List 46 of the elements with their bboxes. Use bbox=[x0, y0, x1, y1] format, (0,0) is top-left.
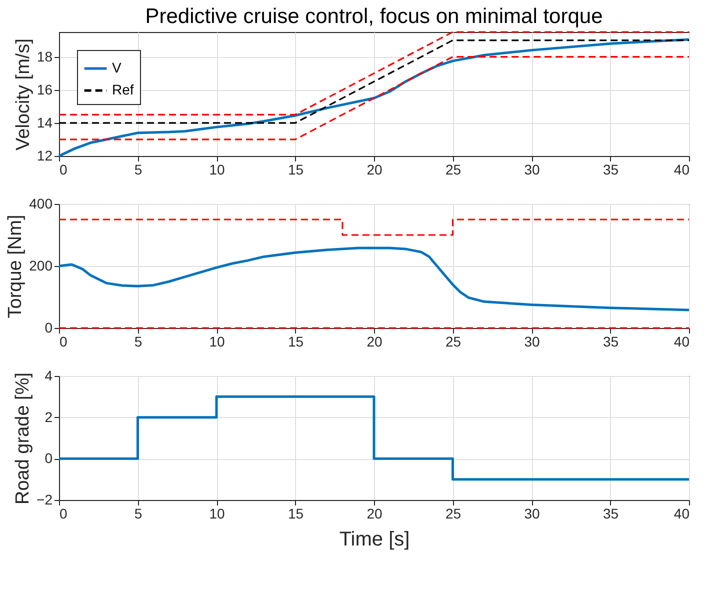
x-axis-title: Time [s] bbox=[339, 528, 410, 550]
x-tick-label: 35 bbox=[602, 334, 619, 350]
x-tick-label: 5 bbox=[134, 334, 142, 350]
x-tick-label: 0 bbox=[60, 506, 68, 522]
x-tick-label: 5 bbox=[134, 162, 142, 178]
y-tick-label: 2 bbox=[44, 408, 53, 425]
x-tick-label: 10 bbox=[209, 334, 225, 350]
x-tick-label: 40 bbox=[674, 162, 690, 178]
x-tick-label: 5 bbox=[134, 506, 142, 522]
y-tick-label: 200 bbox=[29, 258, 53, 274]
x-tick-label: 15 bbox=[288, 506, 304, 522]
x-tick-label: 25 bbox=[445, 334, 462, 350]
x-tick-label: 20 bbox=[366, 162, 382, 178]
y-tick-label: 4 bbox=[44, 368, 53, 384]
y-tick-label: −2 bbox=[36, 492, 53, 508]
y-tick-label: 18 bbox=[36, 48, 53, 64]
legend-label: V bbox=[112, 60, 122, 76]
x-tick-label: 10 bbox=[209, 162, 225, 178]
legend-label: Ref bbox=[112, 82, 134, 98]
y-tick-label: 0 bbox=[44, 450, 53, 466]
x-tick-label: 0 bbox=[60, 334, 68, 350]
y-tick-label: 0 bbox=[44, 320, 53, 336]
x-tick-label: 20 bbox=[366, 334, 382, 350]
x-tick-label: 35 bbox=[602, 506, 619, 522]
line-series bbox=[58, 246, 690, 312]
x-tick-label: 25 bbox=[445, 506, 462, 522]
chart-title: Predictive cruise control, focus on minimal torque bbox=[145, 5, 603, 28]
x-tick-label: 15 bbox=[288, 334, 304, 350]
x-tick-label: 15 bbox=[288, 162, 304, 178]
x-tick-label: 25 bbox=[445, 162, 462, 178]
y-axis-title: Velocity [m/s] bbox=[12, 38, 34, 150]
y-axis-title: Road grade [%] bbox=[12, 372, 34, 505]
x-tick-label: 20 bbox=[366, 506, 382, 522]
y-tick-label: 16 bbox=[36, 81, 53, 98]
x-tick-label: 10 bbox=[209, 506, 225, 522]
y-tick-label: 400 bbox=[29, 196, 53, 212]
x-tick-label: 40 bbox=[674, 334, 690, 350]
x-tick-label: 30 bbox=[524, 162, 540, 178]
y-tick-label: 12 bbox=[36, 148, 53, 164]
x-tick-label: 30 bbox=[524, 506, 540, 522]
x-tick-label: 30 bbox=[524, 334, 540, 350]
x-tick-label: 35 bbox=[602, 162, 619, 178]
x-tick-label: 0 bbox=[60, 162, 68, 178]
y-tick-label: 14 bbox=[36, 114, 53, 130]
x-tick-label: 40 bbox=[674, 506, 690, 522]
y-axis-title: Torque [Nm] bbox=[5, 214, 26, 318]
